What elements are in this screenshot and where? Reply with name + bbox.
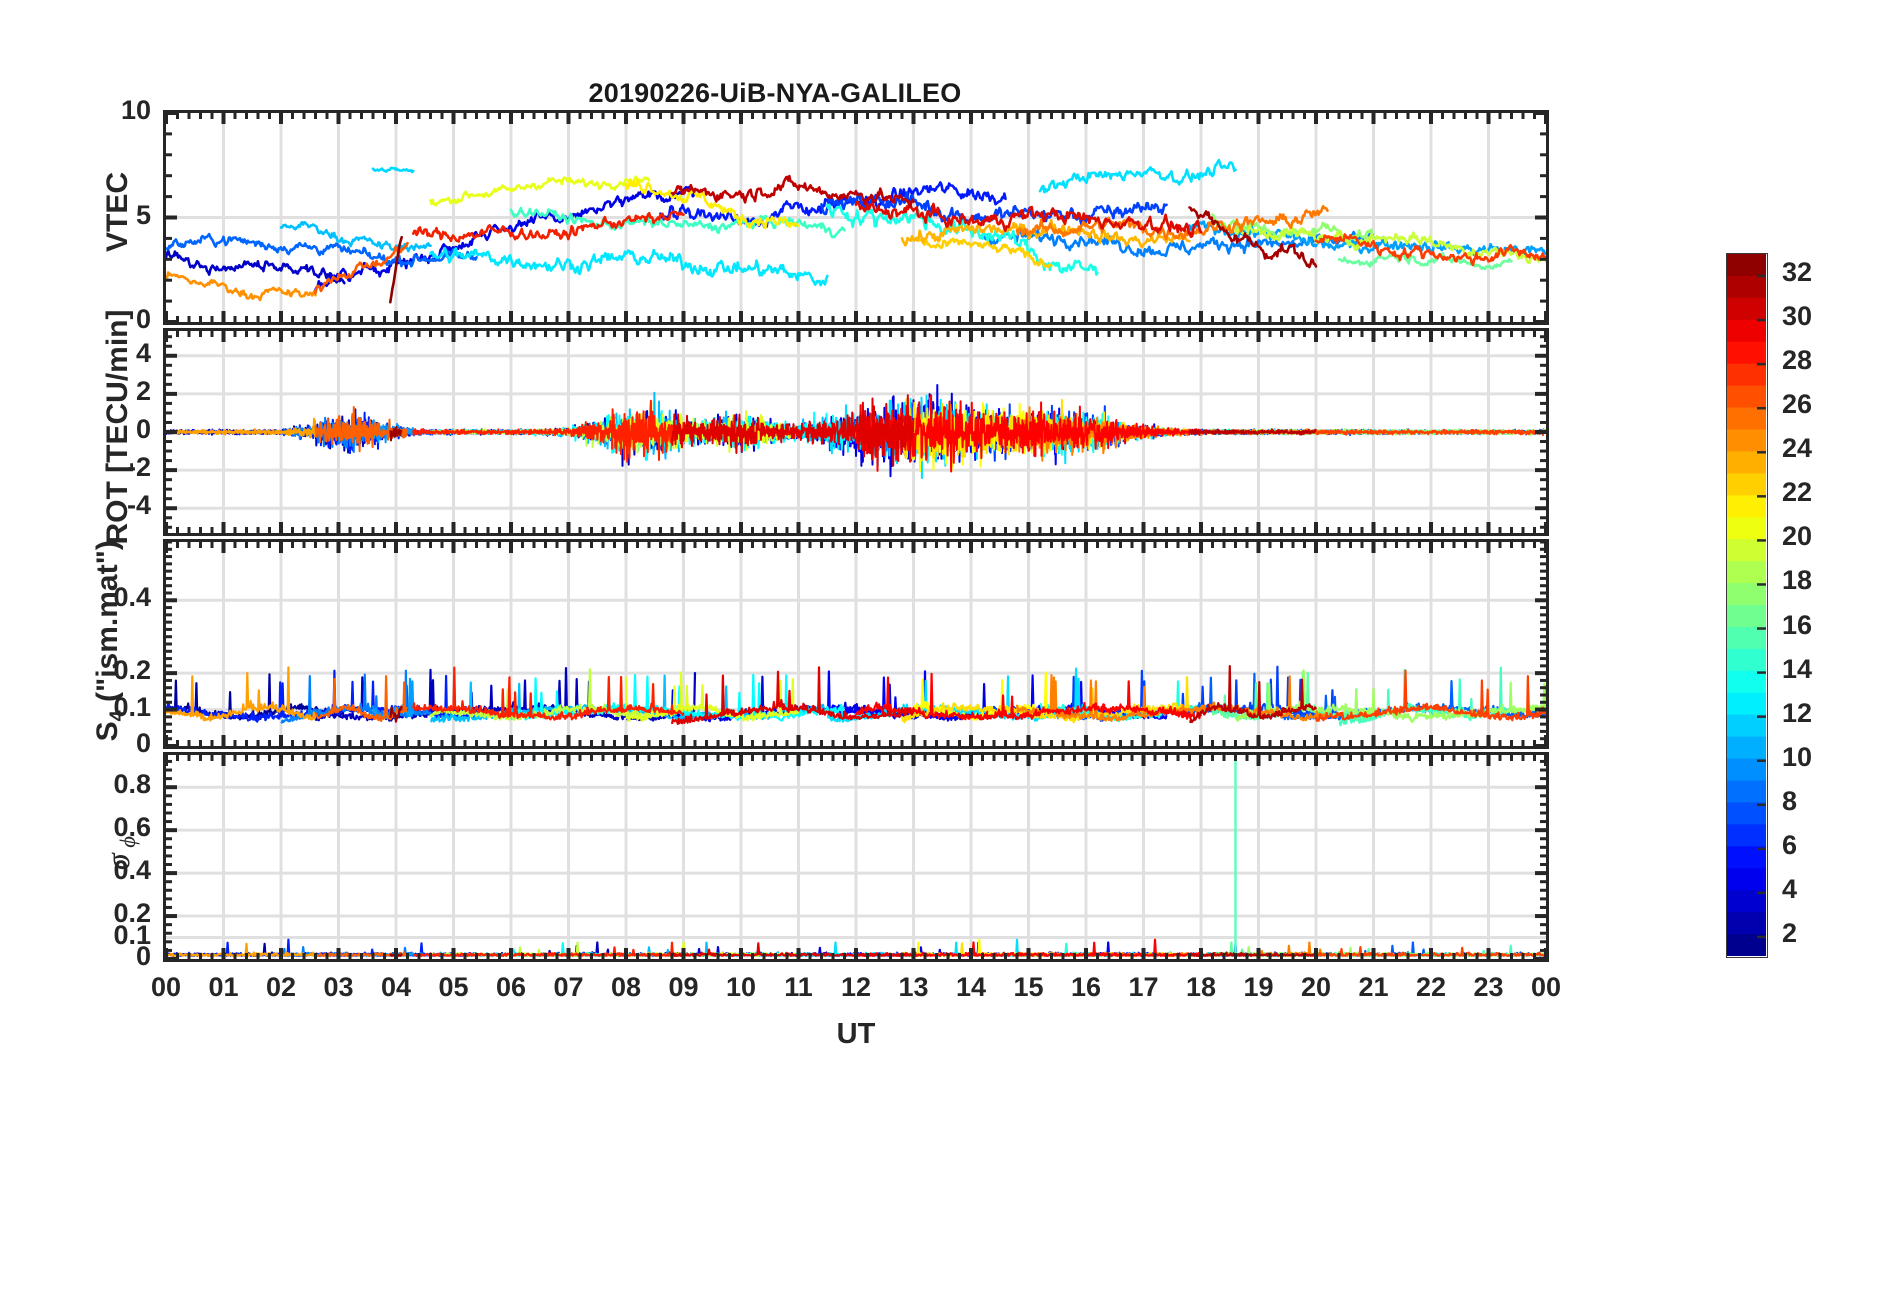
x-tick-label: 00: [1530, 972, 1562, 1002]
x-tick-label: 11: [784, 972, 813, 1002]
x-tick-label: 14: [955, 972, 987, 1002]
colorbar-tick-label: 16: [1782, 609, 1813, 640]
x-axis-title: UT: [836, 1018, 876, 1050]
x-tick-label: 00: [150, 972, 182, 1002]
colorbar-tick-label: 12: [1782, 697, 1813, 728]
colorbar-tick-label: 24: [1782, 433, 1813, 464]
y-tick-label-sigma_phi: 0.4: [113, 855, 151, 886]
y-tick-label-sigma_phi: 0.8: [113, 769, 151, 800]
colorbar-tick-label: 6: [1782, 829, 1798, 860]
colorbar-tick-label: 26: [1782, 389, 1813, 420]
x-tick-label: 16: [1070, 972, 1102, 1002]
plot-panel-s4: [163, 539, 1549, 749]
colorbar-tick-label: 32: [1782, 257, 1813, 288]
colorbar-tick-label: 10: [1782, 741, 1813, 772]
x-tick-label: 18: [1185, 972, 1217, 1002]
y-tick-label-s4: 0: [135, 728, 151, 758]
x-tick-label: 20: [1300, 972, 1332, 1002]
x-tick-label: 21: [1358, 972, 1389, 1002]
x-tick-label: 04: [380, 972, 412, 1002]
x-tick-label: 13: [898, 972, 929, 1002]
x-tick-label: 05: [438, 972, 469, 1002]
colorbar-tick-label: 20: [1782, 521, 1813, 552]
y-tick-label-sigma_phi: 0.6: [113, 812, 151, 843]
plot-panel-vtec: [163, 110, 1549, 325]
y-tick-label-rot: -2: [126, 452, 151, 483]
x-tick-label: 10: [725, 972, 757, 1002]
x-tick-label: 19: [1243, 972, 1274, 1002]
y-tick-label-rot: -4: [126, 490, 151, 521]
plot-panel-sigma_phi: [163, 752, 1549, 962]
x-tick-label: 07: [553, 972, 584, 1002]
x-tick-label: 15: [1013, 972, 1044, 1002]
plot-area-s4: [166, 542, 1546, 746]
y-tick-label-rot: 2: [135, 375, 151, 406]
colorbar-tick-label: 14: [1782, 653, 1813, 684]
x-tick-label: 17: [1128, 972, 1159, 1002]
y-tick-label-vtec: 5: [135, 199, 151, 230]
x-tick-label: 02: [265, 972, 297, 1002]
y-tick-label-sigma_phi: 0.1: [113, 919, 151, 950]
y-tick-label-rot: 4: [135, 337, 151, 368]
x-tick-label: 22: [1415, 972, 1447, 1002]
colorbar: [1726, 253, 1768, 958]
plot-area-rot: [166, 331, 1546, 533]
x-tick-label: 08: [610, 972, 642, 1002]
colorbar-tick-label: 4: [1782, 873, 1798, 904]
colorbar-tick-label: 30: [1782, 301, 1813, 332]
colorbar-tick-label: 8: [1782, 785, 1798, 816]
colorbar-tick-label: 22: [1782, 477, 1813, 508]
y-tick-label-s4: 0.4: [113, 582, 151, 613]
y-tick-label-s4: 0.2: [113, 655, 151, 686]
y-axis-title-sigma-phi: σ ϕ: [99, 835, 141, 870]
x-tick-label: 06: [495, 972, 527, 1002]
plot-panel-rot: [163, 328, 1549, 536]
y-tick-label-vtec: 10: [120, 95, 151, 125]
y-tick-label-sigma_phi: 0.2: [113, 898, 151, 929]
plot-area-vtec: [166, 113, 1546, 322]
y-tick-label-vtec: 0: [135, 304, 151, 334]
y-tick-label-rot: 0: [135, 414, 151, 444]
y-tick-label-sigma_phi: 0: [135, 941, 151, 971]
figure-title: 20190226-UiB-NYA-GALILEO: [588, 78, 962, 108]
colorbar-tick-label: 28: [1782, 345, 1813, 376]
y-tick-label-s4: 0.1: [113, 691, 151, 722]
colorbar-gradient: [1727, 254, 1766, 956]
colorbar-tick-label: 2: [1782, 917, 1798, 948]
x-tick-label: 23: [1473, 972, 1504, 1002]
x-tick-label: 09: [668, 972, 699, 1002]
colorbar-tick-label: 18: [1782, 565, 1813, 596]
plot-area-sigma_phi: [166, 755, 1546, 959]
x-tick-label: 01: [208, 972, 239, 1002]
x-tick-label: 12: [840, 972, 872, 1002]
x-tick-label: 03: [323, 972, 354, 1002]
